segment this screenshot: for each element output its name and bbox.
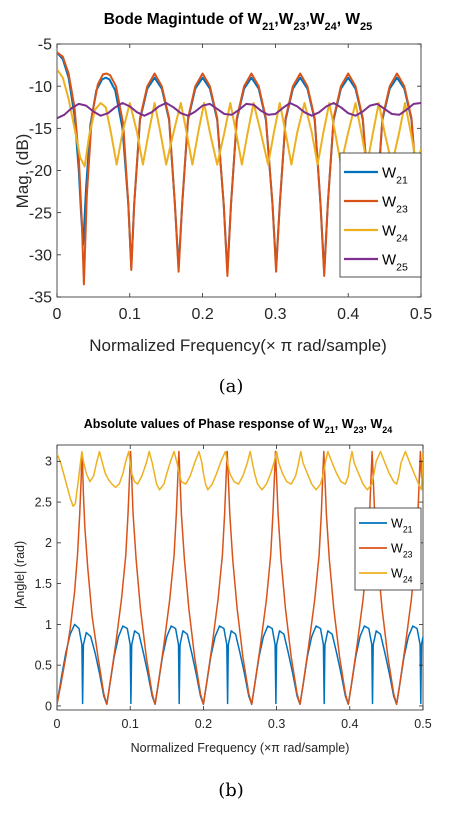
legend-label: W25 [382,251,408,273]
x-tick-label: 0 [53,306,62,323]
legend: W21 W23 W24 [354,507,422,591]
panel-b-title: Absolute values of Phase response of W21… [84,417,393,435]
y-tick-label: 0 [45,699,52,713]
y-tick-label: -5 [38,37,52,54]
x-tick-label: 0.2 [191,306,213,323]
legend-label: W21 [382,164,408,186]
panel-a: Bode Magintude of W21,W23,W24, W25 0 0.1 0… [13,11,432,397]
x-tick-label: 0.4 [341,717,358,731]
panel-b-xlabel: Normalized Frequency (×π rad/sample) [131,741,350,755]
x-tick-label: 0.2 [195,717,212,731]
x-tick-label: 0.3 [268,717,285,731]
y-tick-label: -10 [29,79,52,96]
series-line-w25 [57,102,421,120]
panel-a-ylabel: Mag. (dB) [13,134,32,209]
legend-label: W24 [382,222,408,244]
series-line-w21 [57,623,423,706]
y-tick-label: -30 [29,247,52,264]
y-tick-label: 3 [45,455,52,469]
series-line-w24 [57,68,421,168]
y-tick-label: 2.5 [35,495,52,509]
series-line-w23 [57,51,421,286]
legend-box [354,507,422,591]
y-tick-label: -15 [29,121,52,138]
y-tick-label: -25 [29,205,52,222]
x-tick-label: 0.4 [337,306,359,323]
panel-b-caption: (b) [218,780,244,801]
x-tick-label: 0.5 [410,306,432,323]
panel-b: Absolute values of Phase response of W21… [13,417,432,801]
panel-a-title: Bode Magintude of W21,W23,W24, W25 [104,11,373,33]
y-tick-label: 1.5 [35,577,52,591]
x-tick-label: 0.3 [264,306,286,323]
y-tick-label: 0.5 [35,659,52,673]
series-line-w24 [57,450,423,507]
panel-b-axes: 0 0.1 0.2 0.3 0.4 0.5 3 2.5 2 1.5 1 0.5 0 W21 W23 W24 [35,444,432,731]
panel-a-xlabel: Normalized Frequency(× π rad/sample) [89,336,387,355]
legend-box [339,152,422,278]
x-tick-label: 0.1 [122,717,139,731]
series-group [57,51,421,286]
panel-a-axes: 0 0.1 0.2 0.3 0.4 0.5-5-10-15-20-25-30-35W21W… [29,37,432,323]
y-tick-label: 1 [45,618,52,632]
legend: W21 W23 W24 W25 [339,152,422,278]
y-tick-label: 2 [45,536,52,550]
legend-label: W24 [391,566,413,584]
y-tick-label: -35 [29,290,52,307]
legend-label: W23 [391,541,413,559]
y-tick-label: -20 [29,163,52,180]
x-tick-label: 0 [54,717,61,731]
legend-label: W21 [391,516,413,534]
legend-label: W23 [382,193,408,215]
panel-a-caption: (a) [219,376,244,397]
x-tick-label: 0.1 [119,306,141,323]
panel-b-ylabel: |Angle| (rad) [13,541,27,609]
x-tick-label: 0.5 [414,717,431,731]
